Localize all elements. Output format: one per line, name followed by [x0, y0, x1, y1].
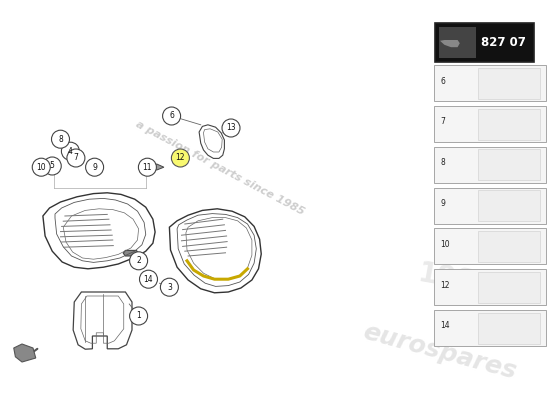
Circle shape	[43, 157, 61, 175]
Text: 6: 6	[441, 77, 446, 86]
Circle shape	[130, 252, 147, 270]
FancyBboxPatch shape	[478, 231, 540, 262]
Circle shape	[140, 270, 157, 288]
FancyBboxPatch shape	[478, 149, 540, 180]
Polygon shape	[63, 148, 76, 155]
Circle shape	[222, 119, 240, 137]
Polygon shape	[440, 40, 460, 47]
Text: 7: 7	[74, 154, 78, 162]
Circle shape	[62, 142, 79, 160]
FancyBboxPatch shape	[478, 190, 540, 221]
Circle shape	[52, 130, 69, 148]
FancyBboxPatch shape	[433, 147, 546, 183]
Text: 827 07: 827 07	[481, 36, 526, 49]
Text: 1985: 1985	[416, 260, 497, 300]
FancyBboxPatch shape	[433, 228, 546, 264]
Text: 8: 8	[58, 135, 63, 144]
Polygon shape	[123, 250, 139, 256]
Polygon shape	[14, 344, 36, 362]
FancyBboxPatch shape	[433, 269, 546, 305]
Text: 7: 7	[441, 118, 446, 126]
Text: 13: 13	[226, 124, 236, 132]
Circle shape	[32, 158, 50, 176]
Text: 5: 5	[50, 162, 54, 170]
Text: a passion for parts since 1985: a passion for parts since 1985	[134, 119, 306, 217]
Text: 10: 10	[441, 240, 450, 249]
Polygon shape	[45, 164, 59, 170]
FancyBboxPatch shape	[433, 65, 546, 101]
Text: 11: 11	[142, 163, 152, 172]
Circle shape	[130, 307, 147, 325]
FancyBboxPatch shape	[433, 106, 546, 142]
Text: 10: 10	[36, 163, 46, 172]
Text: 8: 8	[441, 158, 446, 167]
FancyBboxPatch shape	[433, 310, 546, 346]
Circle shape	[139, 158, 156, 176]
Text: 2: 2	[136, 256, 141, 265]
Text: 6: 6	[169, 112, 174, 120]
Text: 9: 9	[441, 199, 446, 208]
Text: 14: 14	[144, 275, 153, 284]
Circle shape	[67, 149, 85, 167]
FancyBboxPatch shape	[434, 23, 534, 62]
FancyBboxPatch shape	[433, 188, 546, 224]
FancyBboxPatch shape	[438, 27, 476, 58]
Text: 12: 12	[441, 281, 450, 290]
Text: 3: 3	[167, 283, 172, 292]
Text: 12: 12	[175, 154, 185, 162]
Circle shape	[161, 278, 178, 296]
Text: 4: 4	[68, 147, 73, 156]
FancyBboxPatch shape	[478, 68, 540, 99]
Text: 14: 14	[441, 322, 450, 330]
Text: eurospares: eurospares	[361, 320, 519, 384]
Polygon shape	[150, 164, 164, 170]
Circle shape	[89, 161, 101, 173]
FancyBboxPatch shape	[478, 108, 540, 140]
Circle shape	[172, 149, 189, 167]
Circle shape	[163, 107, 180, 125]
FancyBboxPatch shape	[478, 312, 540, 344]
Text: 1: 1	[136, 312, 141, 320]
FancyBboxPatch shape	[478, 272, 540, 303]
Circle shape	[86, 158, 103, 176]
Polygon shape	[174, 155, 189, 161]
Text: 9: 9	[92, 163, 97, 172]
